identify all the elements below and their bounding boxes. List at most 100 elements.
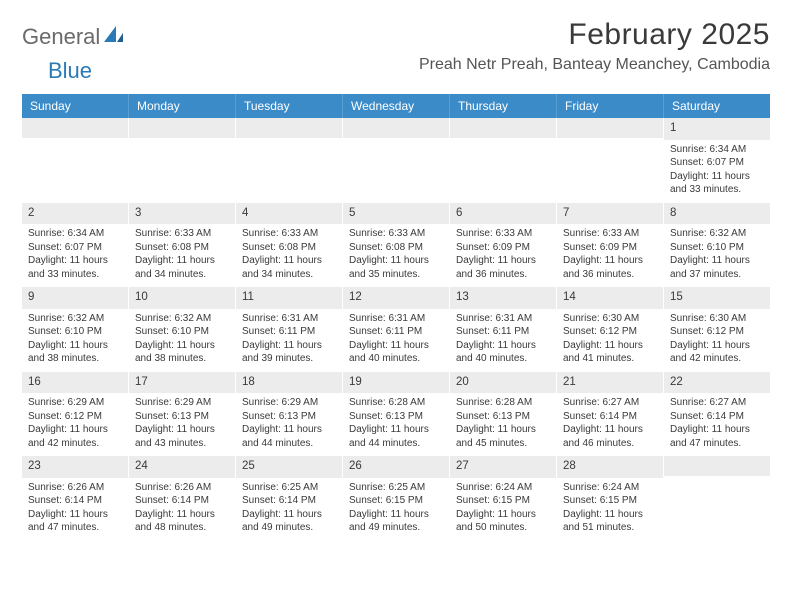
day-info-line: Sunrise: 6:31 AM: [456, 312, 550, 326]
day-info-line: Daylight: 11 hours and 45 minutes.: [456, 423, 550, 450]
weekday-header-row: SundayMondayTuesdayWednesdayThursdayFrid…: [22, 94, 770, 118]
day-number: [664, 456, 770, 476]
day-number: 13: [450, 287, 556, 309]
day-info-line: Sunset: 6:14 PM: [670, 410, 764, 424]
day-info-line: Sunset: 6:13 PM: [135, 410, 229, 424]
day-info-line: Sunset: 6:10 PM: [670, 241, 764, 255]
day-info-line: Sunrise: 6:31 AM: [349, 312, 443, 326]
day-number: 19: [343, 372, 449, 394]
day-info-line: Sunrise: 6:33 AM: [242, 227, 336, 241]
day-info-line: Sunrise: 6:33 AM: [135, 227, 229, 241]
day-cell: 19Sunrise: 6:28 AMSunset: 6:13 PMDayligh…: [343, 372, 450, 457]
day-info-line: Sunset: 6:13 PM: [349, 410, 443, 424]
day-info-line: Sunset: 6:08 PM: [135, 241, 229, 255]
day-body: Sunrise: 6:31 AMSunset: 6:11 PMDaylight:…: [343, 309, 449, 372]
day-info-line: Sunset: 6:15 PM: [563, 494, 657, 508]
day-number: [450, 118, 556, 138]
day-info-line: Daylight: 11 hours and 38 minutes.: [28, 339, 122, 366]
day-info-line: Daylight: 11 hours and 44 minutes.: [242, 423, 336, 450]
day-cell: 22Sunrise: 6:27 AMSunset: 6:14 PMDayligh…: [664, 372, 770, 457]
day-number: 9: [22, 287, 128, 309]
day-body: Sunrise: 6:26 AMSunset: 6:14 PMDaylight:…: [22, 478, 128, 541]
day-number: [129, 118, 235, 138]
day-number: 16: [22, 372, 128, 394]
day-info-line: Daylight: 11 hours and 33 minutes.: [28, 254, 122, 281]
day-cell: 24Sunrise: 6:26 AMSunset: 6:14 PMDayligh…: [129, 456, 236, 541]
day-info-line: Daylight: 11 hours and 39 minutes.: [242, 339, 336, 366]
day-number: 5: [343, 203, 449, 225]
day-info-line: Sunrise: 6:29 AM: [135, 396, 229, 410]
weekday-header: Saturday: [664, 94, 770, 118]
day-info-line: Sunrise: 6:33 AM: [456, 227, 550, 241]
day-cell: [664, 456, 770, 541]
logo: General: [22, 18, 124, 50]
day-info-line: Sunrise: 6:24 AM: [456, 481, 550, 495]
day-body: Sunrise: 6:31 AMSunset: 6:11 PMDaylight:…: [450, 309, 556, 372]
day-body: Sunrise: 6:29 AMSunset: 6:13 PMDaylight:…: [236, 393, 342, 456]
day-info-line: Sunrise: 6:29 AM: [28, 396, 122, 410]
day-body: Sunrise: 6:32 AMSunset: 6:10 PMDaylight:…: [664, 224, 770, 287]
day-info-line: Sunrise: 6:34 AM: [670, 143, 764, 157]
day-info-line: Sunset: 6:09 PM: [456, 241, 550, 255]
day-number: 10: [129, 287, 235, 309]
weekday-header: Thursday: [450, 94, 557, 118]
week-row: 23Sunrise: 6:26 AMSunset: 6:14 PMDayligh…: [22, 456, 770, 541]
day-info-line: Sunset: 6:12 PM: [28, 410, 122, 424]
day-cell: 7Sunrise: 6:33 AMSunset: 6:09 PMDaylight…: [557, 203, 664, 288]
day-number: [343, 118, 449, 138]
day-info-line: Daylight: 11 hours and 46 minutes.: [563, 423, 657, 450]
day-cell: 9Sunrise: 6:32 AMSunset: 6:10 PMDaylight…: [22, 287, 129, 372]
day-body: Sunrise: 6:30 AMSunset: 6:12 PMDaylight:…: [557, 309, 663, 372]
day-body: Sunrise: 6:30 AMSunset: 6:12 PMDaylight:…: [664, 309, 770, 372]
day-info-line: Sunset: 6:08 PM: [349, 241, 443, 255]
day-number: 18: [236, 372, 342, 394]
day-number: [557, 118, 663, 138]
day-info-line: Sunrise: 6:26 AM: [28, 481, 122, 495]
day-cell: [450, 118, 557, 203]
day-number: 21: [557, 372, 663, 394]
day-body: Sunrise: 6:32 AMSunset: 6:10 PMDaylight:…: [129, 309, 235, 372]
day-info-line: Daylight: 11 hours and 36 minutes.: [563, 254, 657, 281]
day-info-line: Sunset: 6:13 PM: [242, 410, 336, 424]
day-number: 22: [664, 372, 770, 394]
day-cell: [129, 118, 236, 203]
day-info-line: Sunset: 6:14 PM: [563, 410, 657, 424]
day-number: 7: [557, 203, 663, 225]
day-cell: 2Sunrise: 6:34 AMSunset: 6:07 PMDaylight…: [22, 203, 129, 288]
day-body: Sunrise: 6:24 AMSunset: 6:15 PMDaylight:…: [450, 478, 556, 541]
day-info-line: Sunrise: 6:33 AM: [349, 227, 443, 241]
calendar-page: General February 2025 Preah Netr Preah, …: [0, 0, 792, 541]
day-info-line: Daylight: 11 hours and 49 minutes.: [349, 508, 443, 535]
day-cell: 4Sunrise: 6:33 AMSunset: 6:08 PMDaylight…: [236, 203, 343, 288]
day-info-line: Sunrise: 6:34 AM: [28, 227, 122, 241]
day-cell: 17Sunrise: 6:29 AMSunset: 6:13 PMDayligh…: [129, 372, 236, 457]
day-info-line: Sunrise: 6:32 AM: [135, 312, 229, 326]
day-info-line: Daylight: 11 hours and 34 minutes.: [135, 254, 229, 281]
day-info-line: Daylight: 11 hours and 33 minutes.: [670, 170, 764, 197]
day-cell: 28Sunrise: 6:24 AMSunset: 6:15 PMDayligh…: [557, 456, 664, 541]
day-number: 17: [129, 372, 235, 394]
day-info-line: Sunrise: 6:33 AM: [563, 227, 657, 241]
day-number: 11: [236, 287, 342, 309]
day-info-line: Sunrise: 6:30 AM: [670, 312, 764, 326]
day-info-line: Daylight: 11 hours and 38 minutes.: [135, 339, 229, 366]
day-cell: 5Sunrise: 6:33 AMSunset: 6:08 PMDaylight…: [343, 203, 450, 288]
day-cell: 1Sunrise: 6:34 AMSunset: 6:07 PMDaylight…: [664, 118, 770, 203]
day-cell: [557, 118, 664, 203]
day-info-line: Daylight: 11 hours and 44 minutes.: [349, 423, 443, 450]
day-info-line: Sunrise: 6:27 AM: [563, 396, 657, 410]
day-info-line: Sunrise: 6:30 AM: [563, 312, 657, 326]
day-body: Sunrise: 6:33 AMSunset: 6:09 PMDaylight:…: [450, 224, 556, 287]
day-info-line: Sunset: 6:14 PM: [28, 494, 122, 508]
day-body: Sunrise: 6:27 AMSunset: 6:14 PMDaylight:…: [557, 393, 663, 456]
day-number: 6: [450, 203, 556, 225]
day-cell: 11Sunrise: 6:31 AMSunset: 6:11 PMDayligh…: [236, 287, 343, 372]
week-row: 1Sunrise: 6:34 AMSunset: 6:07 PMDaylight…: [22, 118, 770, 203]
day-info-line: Daylight: 11 hours and 47 minutes.: [28, 508, 122, 535]
day-number: [22, 118, 128, 138]
day-number: 24: [129, 456, 235, 478]
day-cell: 10Sunrise: 6:32 AMSunset: 6:10 PMDayligh…: [129, 287, 236, 372]
day-info-line: Sunrise: 6:32 AM: [670, 227, 764, 241]
day-info-line: Sunrise: 6:24 AM: [563, 481, 657, 495]
day-info-line: Daylight: 11 hours and 40 minutes.: [349, 339, 443, 366]
